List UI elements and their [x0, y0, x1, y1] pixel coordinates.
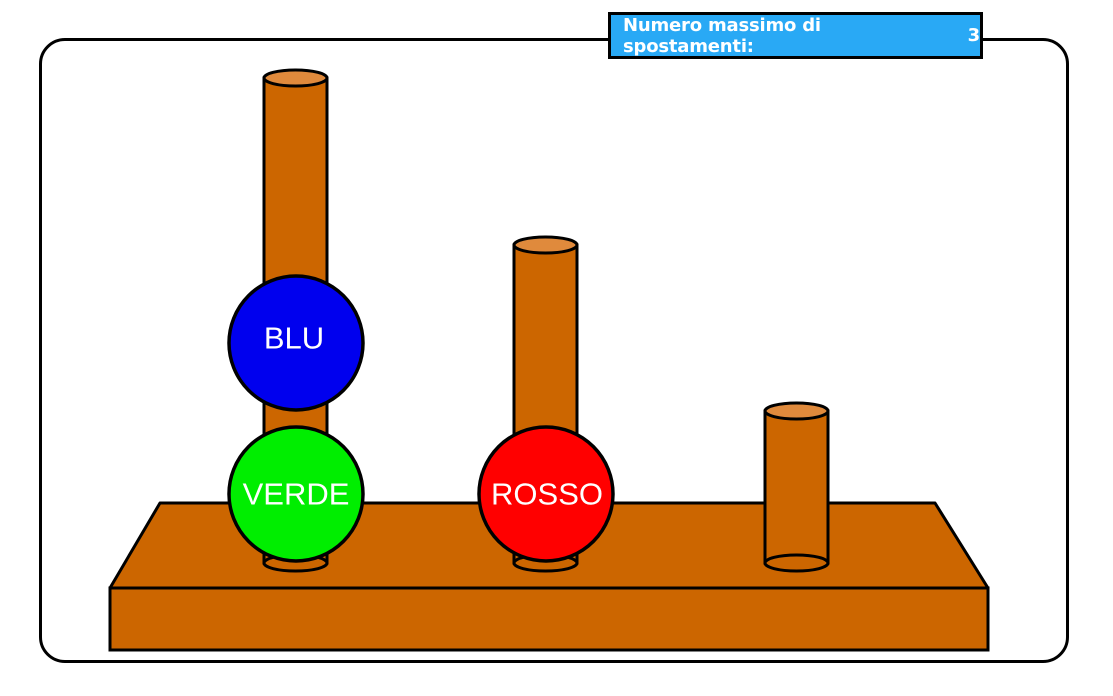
ball-rosso[interactable]: ROSSO [477, 425, 615, 563]
ball-verde-label: VERDE [243, 477, 350, 512]
ball-blu[interactable]: BLU [227, 274, 365, 412]
peg-right[interactable] [763, 401, 830, 573]
ball-blu-label: BLU [264, 321, 324, 356]
max-moves-counter: Numero massimo di spostamenti: 3 [608, 12, 983, 59]
base-front-face [108, 586, 990, 652]
max-moves-value: 3 [967, 25, 981, 46]
max-moves-label: Numero massimo di spostamenti: [623, 14, 821, 57]
ball-rosso-label: ROSSO [491, 477, 603, 512]
ball-verde[interactable]: VERDE [227, 425, 365, 563]
